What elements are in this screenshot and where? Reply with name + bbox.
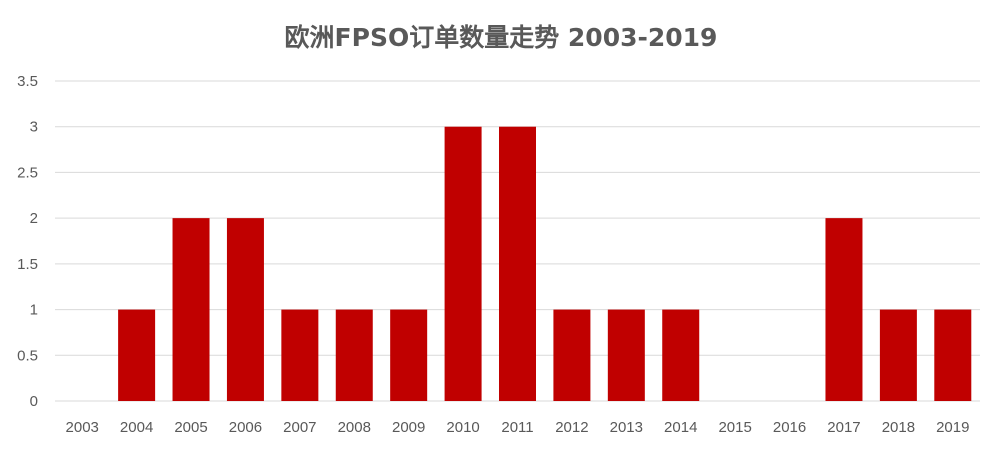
bar-2017 (825, 218, 863, 401)
bar-2004 (118, 309, 156, 401)
y-tick-label: 3 (30, 119, 38, 136)
bar-2011 (499, 126, 536, 401)
bar-2013 (607, 309, 645, 401)
x-tick-label: 2005 (174, 419, 207, 436)
y-tick-label: 1 (30, 302, 38, 319)
x-tick-label: 2006 (229, 419, 262, 436)
y-tick-label: 0.5 (17, 347, 38, 364)
bar-2014 (662, 309, 700, 401)
bar-2012 (553, 309, 591, 401)
y-tick-label: 3.5 (17, 73, 38, 90)
bar-2018 (879, 309, 917, 401)
x-tick-label: 2010 (446, 419, 479, 436)
x-tick-label: 2014 (664, 419, 697, 436)
bar-layer (118, 126, 972, 401)
x-tick-label: 2016 (773, 419, 806, 436)
x-tick-label: 2007 (283, 419, 316, 436)
bar-2006 (226, 218, 264, 401)
x-tick-label: 2004 (120, 419, 153, 436)
x-tick-label: 2017 (827, 419, 860, 436)
x-tick-label: 2013 (610, 419, 643, 436)
bar-2010 (444, 126, 482, 401)
x-tick-label: 2003 (66, 419, 99, 436)
x-tick-label: 2018 (882, 419, 915, 436)
y-tick-label: 1.5 (17, 256, 38, 273)
y-tick-label: 0 (30, 393, 38, 410)
bar-2008 (335, 309, 373, 401)
y-tick-label: 2 (30, 210, 38, 227)
x-tick-label: 2009 (392, 419, 425, 436)
bar-2005 (172, 218, 210, 401)
x-tick-label: 2008 (338, 419, 371, 436)
bar-2009 (390, 309, 428, 401)
y-axis-ticks: 0 0.5 1 1.5 2 2.5 3 3.5 (17, 73, 38, 410)
x-tick-label: 2011 (501, 419, 533, 436)
chart-title: 欧洲FPSO订单数量走势 2003-2019 (284, 23, 718, 52)
x-tick-label: 2019 (936, 419, 969, 436)
x-tick-label: 2015 (718, 419, 751, 436)
y-tick-label: 2.5 (17, 164, 38, 181)
bar-2007 (281, 309, 319, 401)
x-tick-label: 2012 (555, 419, 588, 436)
bar-2019 (934, 309, 972, 401)
x-axis-ticks: 2003 2004 2005 2006 2007 2008 2009 2010 2011 2012… (66, 419, 970, 436)
